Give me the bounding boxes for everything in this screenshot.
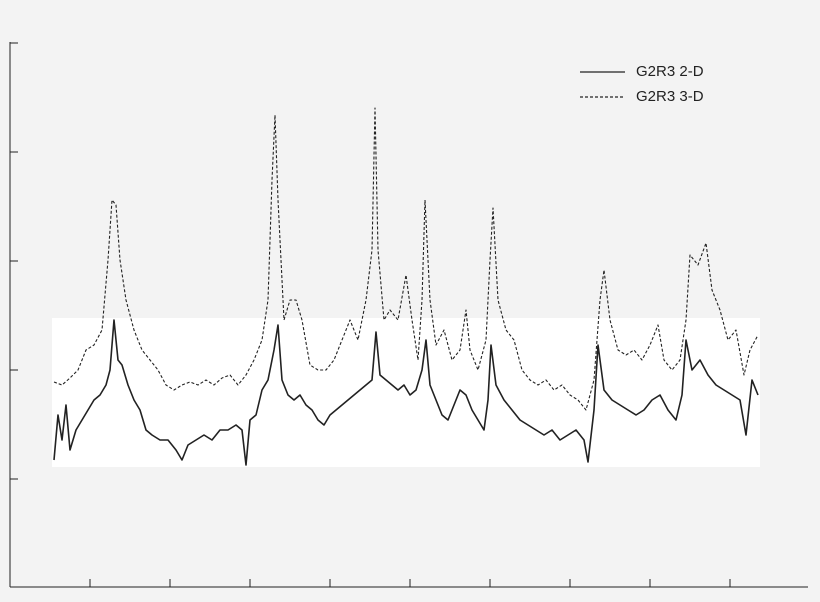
plot-highlight <box>52 318 760 467</box>
legend: G2R3 2-D G2R3 3-D <box>580 63 704 105</box>
series-line <box>53 107 759 411</box>
series-line <box>53 319 759 466</box>
legend-label: G2R3 2-D <box>636 63 704 80</box>
legend-label: G2R3 3-D <box>636 88 704 105</box>
